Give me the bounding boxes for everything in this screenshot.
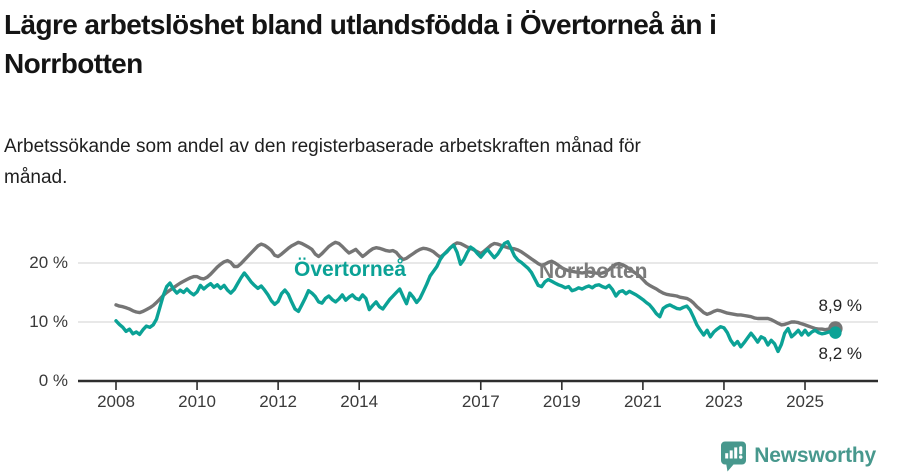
series-end-dot-overtornea <box>829 326 842 339</box>
x-axis-tick-label: 2012 <box>259 392 298 411</box>
y-axis-tick-label: 0 % <box>38 371 68 390</box>
chart-subtitle-line2: månad. <box>4 167 68 188</box>
y-axis-tick-label: 10 % <box>29 312 68 331</box>
end-label-overtornea: 8,2 % <box>818 344 862 363</box>
end-label-norrbotten: 8,9 % <box>818 296 862 315</box>
series-label-overtornea: Övertorneå <box>294 258 407 281</box>
chart-title: Lägre arbetslöshet bland utlandsfödda i … <box>4 5 896 83</box>
newsworthy-bubble-chart-icon <box>721 441 747 471</box>
y-axis-tick-label: 20 % <box>29 253 68 272</box>
newsworthy-logo: Newsworthy <box>720 440 876 472</box>
x-axis-tick-label: 2021 <box>623 392 662 411</box>
x-axis-tick-label: 2014 <box>340 392 379 411</box>
series-line-overtornea <box>114 240 838 354</box>
x-axis-tick-label: 2010 <box>178 392 216 411</box>
chart-title-line1: Lägre arbetslöshet bland utlandsfödda i … <box>4 9 717 40</box>
newsworthy-wordmark: Newsworthy <box>754 444 876 467</box>
x-axis-tick-label: 2008 <box>97 392 135 411</box>
chart-subtitle-line1: Arbetssökande som andel av den registerb… <box>4 136 641 157</box>
x-axis-tick-label: 2017 <box>461 392 500 411</box>
chart-title-line2: Norrbotten <box>4 48 143 79</box>
x-axis-tick-label: 2025 <box>786 392 824 411</box>
chart-subtitle: Arbetssökande som andel av den registerb… <box>4 131 896 193</box>
series-label-norrbotten: Norrbotten <box>539 260 648 283</box>
x-axis-tick-label: 2023 <box>705 392 743 411</box>
x-axis-tick-label: 2019 <box>542 392 581 411</box>
